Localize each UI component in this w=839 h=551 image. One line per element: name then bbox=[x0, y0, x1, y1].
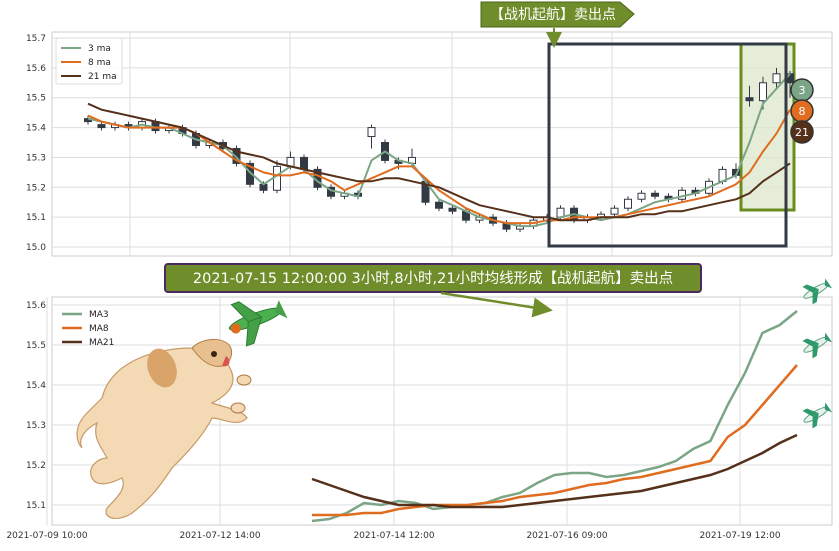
bottom-ma-lines bbox=[311, 310, 798, 523]
top-series-3ma bbox=[87, 73, 791, 228]
middle-banner-text: 2021-07-15 12:00:00 3小时,8小时,21小时均线形成【战机起… bbox=[193, 270, 673, 287]
bottom-y-ticks: 15.1 15.2 15.3 15.4 15.5 15.6 bbox=[26, 301, 46, 511]
dog-illustration bbox=[76, 339, 252, 520]
bottom-series-MA21 bbox=[311, 433, 798, 509]
top-series-8ma bbox=[87, 109, 791, 225]
top-y-tick-label: 15.1 bbox=[26, 213, 46, 223]
bottom-x-ticks: 2021-07-09 10:00 2021-07-12 14:00 2021-07-… bbox=[6, 531, 780, 541]
legend-label-MA21: MA21 bbox=[89, 338, 114, 348]
bottom-y-tick-label: 15.2 bbox=[26, 461, 46, 471]
candle-body bbox=[772, 73, 781, 84]
top-banner: 【战机起航】卖出点 bbox=[480, 1, 635, 48]
badge-ma21-label: 21 bbox=[795, 126, 809, 139]
bottom-y-tick-label: 15.4 bbox=[26, 381, 46, 391]
top-legend: 3 ma 8 ma 21 ma bbox=[55, 37, 123, 85]
candle-body bbox=[246, 162, 254, 185]
airplane-wing bbox=[802, 284, 819, 293]
signal-window-box bbox=[547, 42, 788, 248]
bottom-series-MA3 bbox=[311, 310, 798, 523]
top-y-tick-label: 15.7 bbox=[26, 34, 46, 44]
bottom-x-tick-label: 2021-07-14 12:00 bbox=[353, 531, 434, 541]
top-y-ticks: 15.0 15.1 15.2 15.3 15.4 15.5 15.6 15.7 bbox=[26, 34, 46, 253]
airplane-tail bbox=[824, 332, 833, 343]
legend-label-21ma: 21 ma bbox=[88, 72, 117, 82]
candle-body bbox=[651, 192, 659, 197]
airplane-icon bbox=[802, 332, 833, 359]
top-y-tick-label: 15.3 bbox=[26, 153, 46, 163]
bottom-y-tick-label: 15.3 bbox=[26, 421, 46, 431]
candle-body bbox=[367, 127, 376, 138]
badge-ma21 bbox=[790, 120, 814, 144]
top-y-tick-label: 15.4 bbox=[26, 124, 46, 134]
candle-body bbox=[745, 97, 754, 102]
top-banner-text: 【战机起航】卖出点 bbox=[490, 7, 616, 23]
legend-label-MA8: MA8 bbox=[89, 324, 109, 334]
candle-body bbox=[624, 198, 632, 209]
airplane-tail bbox=[824, 402, 833, 413]
airplane-wing bbox=[812, 413, 819, 429]
legend-label-3ma: 3 ma bbox=[88, 44, 111, 54]
airplane-tail bbox=[824, 278, 833, 289]
airplane-wing bbox=[802, 338, 819, 347]
bottom-legend: MA3 MA8 MA21 bbox=[62, 310, 114, 348]
candle-body bbox=[273, 165, 281, 191]
plane-markers bbox=[802, 278, 833, 429]
bottom-x-tick-label: 2021-07-16 09:00 bbox=[526, 531, 607, 541]
top-y-tick-label: 15.2 bbox=[26, 183, 46, 193]
bottom-y-tick-label: 15.6 bbox=[26, 301, 46, 311]
badge-ma3-label: 3 bbox=[799, 84, 806, 97]
arrow-icon bbox=[440, 291, 553, 318]
airplane-wing bbox=[812, 343, 819, 359]
top-y-tick-label: 15.5 bbox=[26, 94, 46, 104]
badge-ma8-label: 8 bbox=[799, 105, 806, 118]
legend-label-8ma: 8 ma bbox=[88, 58, 111, 68]
top-series-21ma bbox=[87, 102, 791, 222]
bottom-x-tick-label: 2021-07-19 12:00 bbox=[699, 531, 780, 541]
bottom-x-tick-label: 2021-07-12 14:00 bbox=[179, 531, 260, 541]
airplane-wing bbox=[812, 289, 819, 305]
candle-body bbox=[637, 192, 646, 200]
bottom-y-tick-label: 15.5 bbox=[26, 341, 46, 351]
candle-body bbox=[435, 201, 443, 209]
airplane-icon bbox=[802, 402, 833, 429]
airplane-icon bbox=[228, 300, 288, 347]
middle-banner: 2021-07-15 12:00:00 3小时,8小时,21小时均线形成【战机起… bbox=[164, 263, 702, 318]
candle-body bbox=[759, 82, 767, 102]
ma-badges: 3 8 21 bbox=[790, 78, 814, 144]
airplane-icon bbox=[802, 278, 833, 305]
bottom-x-tick-label: 2021-07-09 10:00 bbox=[6, 531, 87, 541]
candle-body bbox=[232, 147, 241, 164]
top-plot-area bbox=[51, 31, 833, 257]
bottom-y-tick-label: 15.1 bbox=[26, 501, 46, 511]
bottom-series-MA8 bbox=[312, 364, 798, 517]
candle-body bbox=[97, 124, 106, 129]
airplane-wing bbox=[802, 408, 819, 417]
top-ma-lines bbox=[87, 73, 791, 228]
candle-body bbox=[448, 207, 457, 212]
top-y-tick-label: 15.6 bbox=[26, 64, 46, 74]
candle-body bbox=[300, 156, 308, 170]
top-grid bbox=[52, 32, 832, 256]
legend-label-MA3: MA3 bbox=[89, 310, 109, 320]
top-y-tick-label: 15.0 bbox=[26, 243, 46, 253]
candle-body bbox=[610, 207, 619, 215]
